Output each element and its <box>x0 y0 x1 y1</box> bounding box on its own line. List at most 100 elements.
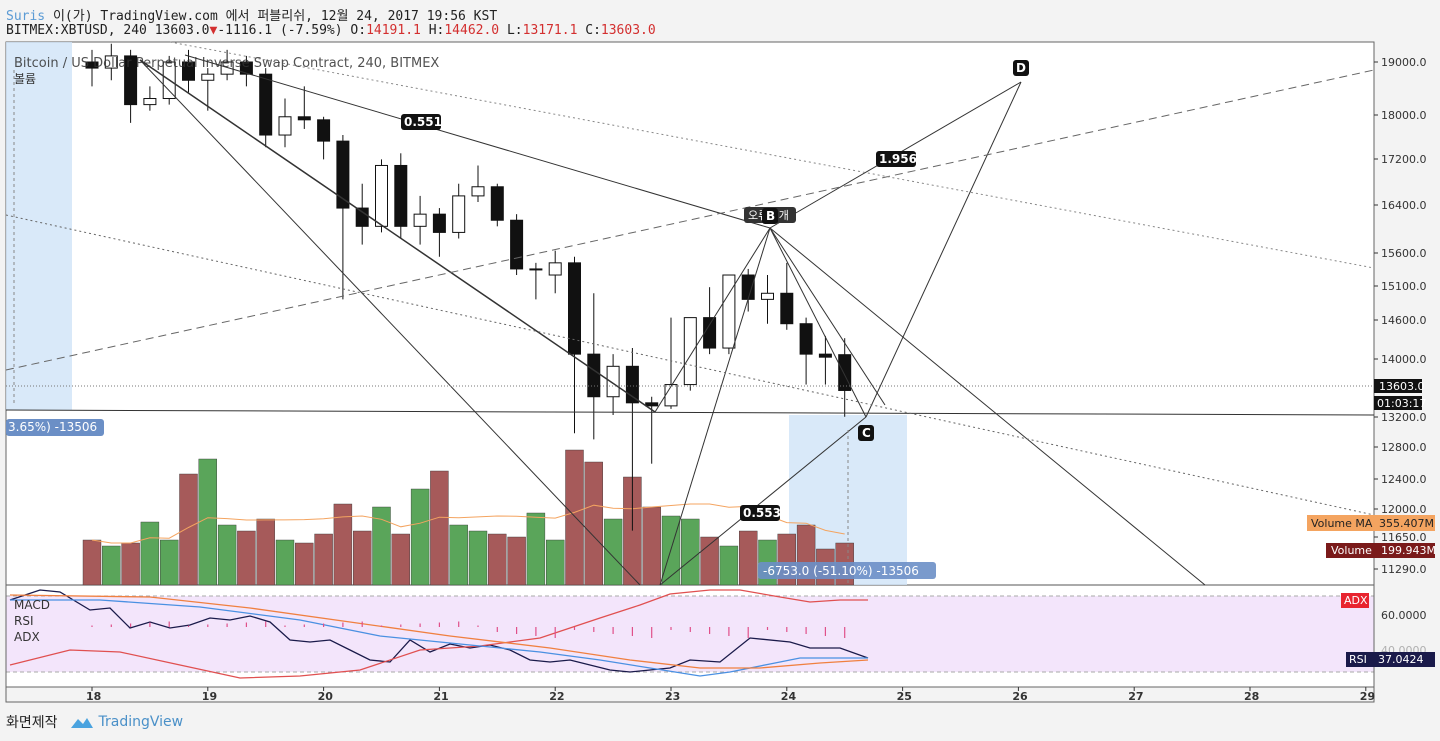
price-axis[interactable]: 19000.0 18000.0 17200.0 16400.0 15600.0 15100… <box>1374 56 1427 576</box>
volume-bar <box>179 473 198 586</box>
ratio-tag-2 <box>876 151 916 167</box>
price-tick-label: 17200.0 <box>1381 153 1427 166</box>
high-value: 14462.0 <box>444 23 500 38</box>
volume-ma-label: Volume MA <box>1311 517 1373 530</box>
volume-bar <box>314 533 333 586</box>
candle <box>375 159 388 233</box>
indicator-legend-macd[interactable]: MACD <box>14 598 50 612</box>
low-label: L: <box>506 23 523 38</box>
point-d-marker[interactable] <box>1013 60 1029 76</box>
time-tick-label: 26 <box>1012 690 1028 703</box>
candle <box>432 208 446 257</box>
volume-bar <box>333 503 353 586</box>
volume-bar <box>102 545 121 586</box>
volume-legend: 볼륨 <box>14 72 36 86</box>
volume-bar <box>546 539 565 586</box>
candle <box>297 86 311 129</box>
author-name[interactable]: Suris <box>6 9 46 24</box>
pattern-lines[interactable] <box>5 41 1375 586</box>
volume-bar <box>198 458 218 586</box>
volume-bar <box>700 536 719 586</box>
adx-tag-text: ADX <box>1344 594 1368 607</box>
candle <box>317 116 331 160</box>
indicator-lines <box>9 589 869 679</box>
candle <box>780 262 794 330</box>
candle <box>568 256 581 434</box>
volume-bar <box>256 518 275 586</box>
tradingview-brand[interactable]: TradingView <box>70 714 184 730</box>
price-tick-label: 12400.0 <box>1381 473 1427 486</box>
candle <box>201 68 215 111</box>
volume-bar <box>430 470 449 586</box>
price-tick-label: 12800.0 <box>1381 441 1427 454</box>
symbol-label[interactable]: BITMEX:XBTUSD, 240 <box>6 23 147 38</box>
brand-name: TradingView <box>98 714 184 730</box>
price-tick-label: 14000.0 <box>1381 353 1427 366</box>
ratio-tag-2-text: 1.956 <box>879 152 917 166</box>
measure-label-bottom <box>758 562 936 579</box>
price-tick-label: 19000.0 <box>1381 56 1427 69</box>
volume-bar <box>526 512 546 586</box>
time-tick-label: 23 <box>665 690 680 703</box>
volume-bar <box>121 542 140 586</box>
candle <box>143 86 157 111</box>
time-tick-label: 20 <box>318 690 334 703</box>
indicator-legend-rsi[interactable]: RSI <box>14 614 34 628</box>
low-value: 13171.1 <box>522 23 578 38</box>
volume-ma-line <box>91 503 845 544</box>
down-arrow-icon: ▼ <box>209 23 218 38</box>
candle <box>722 274 736 355</box>
volume-bar <box>159 539 179 586</box>
price-pane-bg <box>6 42 1374 585</box>
price-tick-label: 16400.0 <box>1381 199 1427 212</box>
price-tick-label: 15100.0 <box>1381 280 1427 293</box>
volume-bar <box>603 518 623 586</box>
volume-label: Volume <box>1331 544 1372 557</box>
candle <box>490 183 504 227</box>
publish-line: 이(가) TradingView.com 에서 퍼블리쉬, 12월 24, 20… <box>52 9 498 24</box>
adx-tag <box>1341 593 1369 608</box>
point-c-marker[interactable] <box>858 425 874 441</box>
last-price-tag <box>1374 379 1422 393</box>
candle <box>104 43 118 81</box>
price-tick-label: 13200.0 <box>1381 411 1427 424</box>
rsi-tag-value: 37.0424 <box>1378 653 1424 666</box>
indicator-tick: 60.0000 <box>1381 609 1427 622</box>
volume-bar <box>488 533 507 586</box>
open-value: 14191.1 <box>366 23 421 38</box>
candle <box>394 153 408 239</box>
price-tick-label: 15600.0 <box>1381 247 1427 260</box>
volume-bar <box>410 488 430 586</box>
price-tick-label: 18000.0 <box>1381 109 1427 122</box>
indicator-legend-adx[interactable]: ADX <box>14 630 40 644</box>
time-tick-label: 21 <box>433 690 448 703</box>
last-price: 13603.0 <box>154 23 210 38</box>
volume-bar <box>353 530 372 586</box>
countdown-tag <box>1374 396 1422 410</box>
time-axis[interactable]: 18 19 20 21 22 23 24 25 26 27 28 29 <box>86 687 1375 703</box>
volume-bar <box>217 524 237 586</box>
measure-zone-left <box>6 42 72 410</box>
candle <box>818 335 832 385</box>
publish-header: Suris 이(가) TradingView.com 에서 퍼블리쉬, 12월 … <box>6 5 497 24</box>
volume-bar <box>237 530 256 586</box>
price-tick-label: 11650.0 <box>1381 531 1427 544</box>
volume-bar <box>739 530 758 586</box>
macd-histogram <box>91 621 846 638</box>
close-value: 13603.0 <box>600 23 656 38</box>
volume-bar <box>719 545 739 586</box>
candle <box>741 268 755 312</box>
candles <box>85 43 852 531</box>
ratio-tag-3-text: 0.553 <box>743 506 781 520</box>
price-tick-label: 14600.0 <box>1381 314 1427 327</box>
high-label: H: <box>428 23 445 38</box>
point-d-label: D <box>1016 61 1026 75</box>
candle <box>182 49 195 93</box>
time-tick-label: 25 <box>897 690 912 703</box>
price-chart[interactable]: 19000.0 18000.0 17200.0 16400.0 15600.0 15100… <box>0 0 1440 705</box>
candle <box>664 317 678 409</box>
point-b-marker[interactable] <box>762 208 778 224</box>
measure-label-bottom-text: -6753.0 (-51.10%) -13506 <box>763 564 919 578</box>
candle <box>761 275 774 324</box>
